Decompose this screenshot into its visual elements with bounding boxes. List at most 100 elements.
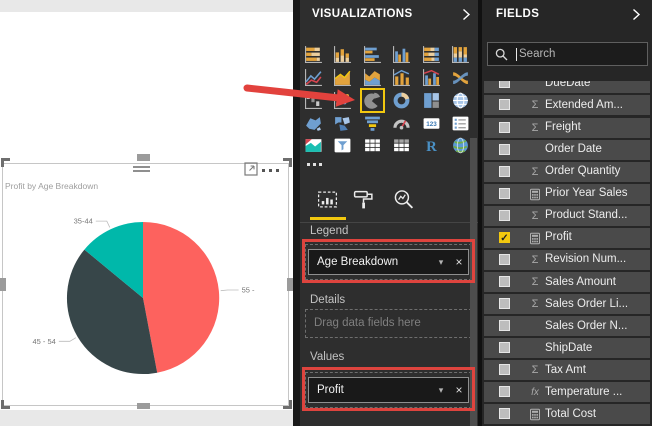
values-field-pill[interactable]: Profit ▾ × <box>308 377 469 403</box>
viz-icon-shape-map[interactable] <box>333 114 352 133</box>
field-row-total-cost[interactable]: Total Cost <box>484 404 650 425</box>
field-name: Revision Num... <box>545 253 627 266</box>
viz-icon-100-stacked-bar-chart[interactable] <box>422 45 441 64</box>
legend-field-pill[interactable]: Age Breakdown ▾ × <box>308 249 469 275</box>
viz-icon-pie-chart[interactable] <box>359 87 385 113</box>
viz-icon-matrix[interactable] <box>392 136 411 155</box>
checkbox-unchecked[interactable] <box>499 187 510 199</box>
remove-field-icon[interactable]: × <box>455 255 463 269</box>
viz-icon-filled-map[interactable] <box>304 114 323 133</box>
viz-icon-100-stacked-column-chart[interactable] <box>451 45 470 64</box>
viz-icon-clustered-column-chart[interactable] <box>392 45 411 64</box>
chevron-down-icon[interactable]: ▾ <box>438 384 444 395</box>
field-row-prior-year-sales[interactable]: Prior Year Sales <box>484 183 650 204</box>
pie-slice[interactable] <box>143 221 220 373</box>
field-row-order-quantity[interactable]: Σ Order Quantity <box>484 161 650 182</box>
viz-icon-donut-chart[interactable] <box>392 91 411 110</box>
drag-handle-icon[interactable] <box>133 166 150 173</box>
checkbox-unchecked[interactable] <box>499 298 510 310</box>
checkbox-unchecked[interactable] <box>499 165 510 177</box>
viz-icon-map[interactable] <box>451 91 470 110</box>
search-placeholder: Search <box>519 48 556 60</box>
viz-icon-r-script[interactable]: R <box>422 136 441 155</box>
checkbox-unchecked[interactable] <box>499 342 510 354</box>
viz-icon-clustered-bar-chart[interactable] <box>363 45 382 64</box>
pie-slice[interactable] <box>66 249 158 375</box>
viz-icon-line-clustered-column-chart[interactable] <box>422 68 441 87</box>
checkbox-unchecked[interactable] <box>499 386 510 398</box>
chevron-right-icon[interactable] <box>460 8 472 21</box>
viz-icon-kpi[interactable] <box>304 136 323 155</box>
viz-icon-treemap[interactable] <box>422 91 441 110</box>
viz-icon-ribbon-chart[interactable] <box>451 68 470 87</box>
field-row-sales-amount[interactable]: Σ Sales Amount <box>484 272 650 293</box>
field-row-extended-am[interactable]: Σ Extended Am... <box>484 95 650 116</box>
scrollbar-thumb[interactable] <box>470 138 477 426</box>
more-options-icon[interactable] <box>262 169 284 173</box>
chevron-right-icon[interactable] <box>630 8 642 21</box>
checkbox-unchecked[interactable] <box>499 364 510 376</box>
viz-icon-slicer[interactable] <box>333 136 352 155</box>
resize-handle-bottom[interactable] <box>137 403 150 409</box>
selection-corner-top-left[interactable] <box>1 158 10 167</box>
checkbox-checked[interactable]: ✓ <box>499 231 510 244</box>
field-row-freight[interactable]: Σ Freight <box>484 117 650 138</box>
tab-fields[interactable] <box>316 188 339 211</box>
field-row-temperature[interactable]: fx Temperature ... <box>484 382 650 403</box>
selection-corner-bottom-left[interactable] <box>1 400 10 409</box>
pie-chart[interactable]: 55 - 45 - 54 35-44 <box>2 163 289 406</box>
field-row-revision-num[interactable]: Σ Revision Num... <box>484 249 650 270</box>
pie-slice[interactable] <box>84 222 143 298</box>
field-row-profit[interactable]: ✓ Profit <box>484 227 650 248</box>
field-row-tax-amt[interactable]: Σ Tax Amt <box>484 360 650 381</box>
viz-icon-scatter-chart[interactable] <box>333 91 352 110</box>
field-row-duedate[interactable]: DueDate <box>484 81 650 94</box>
report-canvas[interactable]: 55 - 45 - 54 35-44 Profit by Age Breakdown <box>0 0 293 426</box>
focus-mode-icon[interactable] <box>244 162 258 176</box>
fields-pane-title: FIELDS <box>496 8 540 20</box>
chevron-down-icon[interactable]: ▾ <box>438 256 444 267</box>
field-row-sales-order-n[interactable]: Sales Order N... <box>484 316 650 337</box>
checkbox-unchecked[interactable] <box>499 276 510 288</box>
resize-handle-top[interactable] <box>137 154 150 161</box>
tab-analytics[interactable] <box>392 188 415 211</box>
field-row-product-stand[interactable]: Σ Product Stand... <box>484 205 650 226</box>
checkbox-unchecked[interactable] <box>499 81 510 89</box>
selection-corner-bottom-right[interactable] <box>283 400 292 409</box>
viz-icon-funnel[interactable] <box>363 114 382 133</box>
resize-handle-left[interactable] <box>0 278 6 291</box>
viz-icon-area-chart[interactable] <box>333 68 352 87</box>
search-input[interactable]: Search <box>487 42 648 66</box>
checkbox-unchecked[interactable] <box>499 408 510 420</box>
viz-icon-stacked-area-chart[interactable] <box>363 68 382 87</box>
checkbox-unchecked[interactable] <box>499 209 510 221</box>
viz-icon-gauge[interactable] <box>392 114 411 133</box>
field-row-shipdate[interactable]: ShipDate <box>484 338 650 359</box>
viz-icon-card[interactable]: 123 <box>422 114 441 133</box>
viz-icon-line-stacked-column-chart[interactable] <box>392 68 411 87</box>
viz-icon-stacked-bar-chart[interactable] <box>304 45 323 64</box>
checkbox-unchecked[interactable] <box>499 143 510 155</box>
text-cursor <box>516 48 517 61</box>
viz-icon-stacked-column-chart[interactable] <box>333 45 352 64</box>
more-visuals-icon[interactable] <box>307 160 331 168</box>
calculator-icon <box>528 407 542 421</box>
viz-icon-waterfall-chart[interactable] <box>304 91 323 110</box>
field-name: Sales Amount <box>545 275 616 288</box>
checkbox-unchecked[interactable] <box>499 121 510 133</box>
viz-icon-multi-row-card[interactable] <box>451 114 470 133</box>
checkbox-unchecked[interactable] <box>499 253 510 265</box>
field-name: Product Stand... <box>545 209 628 222</box>
remove-field-icon[interactable]: × <box>455 383 463 397</box>
viz-icon-line-chart[interactable] <box>304 68 323 87</box>
field-row-sales-order-li[interactable]: Σ Sales Order Li... <box>484 294 650 315</box>
field-row-order-date[interactable]: Order Date <box>484 139 650 160</box>
viz-icon-table[interactable] <box>363 136 382 155</box>
checkbox-unchecked[interactable] <box>499 99 510 111</box>
tab-format[interactable] <box>352 188 375 211</box>
checkbox-unchecked[interactable] <box>499 320 510 332</box>
resize-handle-right[interactable] <box>287 278 293 291</box>
viz-icon-arcgis-map[interactable] <box>451 136 470 155</box>
selection-corner-top-right[interactable] <box>283 158 292 167</box>
